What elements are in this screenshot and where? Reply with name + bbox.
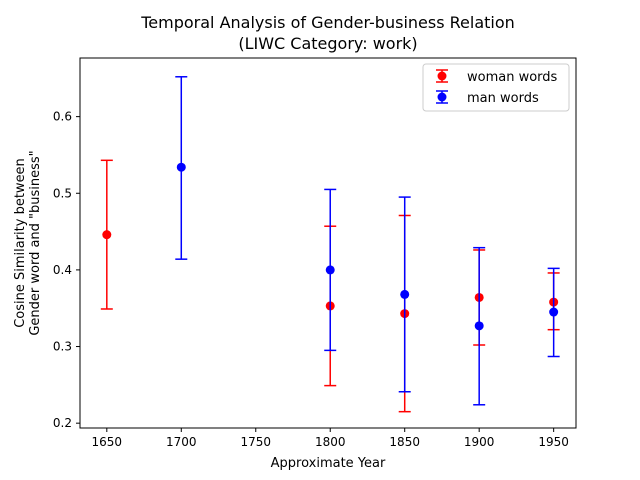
y-tick-label: 0.2 [53,416,72,430]
tick-layer: 1650 1700 1750 1800 1850 1900 1950 0.2 0.3 0.4 0.5… [53,110,569,449]
plot-frame [79,57,577,429]
x-tick-label: 1750 [240,435,271,449]
x-tick-label: 1900 [464,435,495,449]
y-tick-label: 0.3 [53,340,72,354]
data-point [549,307,559,317]
x-tick-label: 1850 [389,435,420,449]
y-tick-label: 0.4 [53,263,72,277]
y-tick-label: 0.6 [53,110,72,124]
y-tick-label: 0.5 [53,186,72,200]
y-axis-label-line1: Cosine Similarity between [13,158,28,328]
data-point [325,265,335,275]
legend-label: man words [467,91,539,106]
legend: woman words man words [422,63,570,112]
x-tick-label: 1800 [315,435,346,449]
chart-title-line1: Temporal Analysis of Gender-business Rel… [140,13,515,32]
x-tick-label: 1700 [166,435,197,449]
data-point [176,162,186,172]
legend-frame [422,63,570,112]
legend-swatch-marker [437,71,447,81]
chart-title-line2: (LIWC Category: work) [238,34,417,53]
data-layer [100,76,560,413]
data-point [400,289,410,299]
series-man-words [175,76,560,406]
data-point [102,230,112,240]
x-tick-label: 1950 [538,435,569,449]
x-tick-label: 1650 [92,435,123,449]
data-point [474,321,484,331]
x-axis-label: Approximate Year [271,456,386,471]
y-axis-label-line2: Gender word and "business" [28,150,43,335]
legend-label: woman words [467,70,558,85]
legend-swatch-marker [437,92,447,102]
